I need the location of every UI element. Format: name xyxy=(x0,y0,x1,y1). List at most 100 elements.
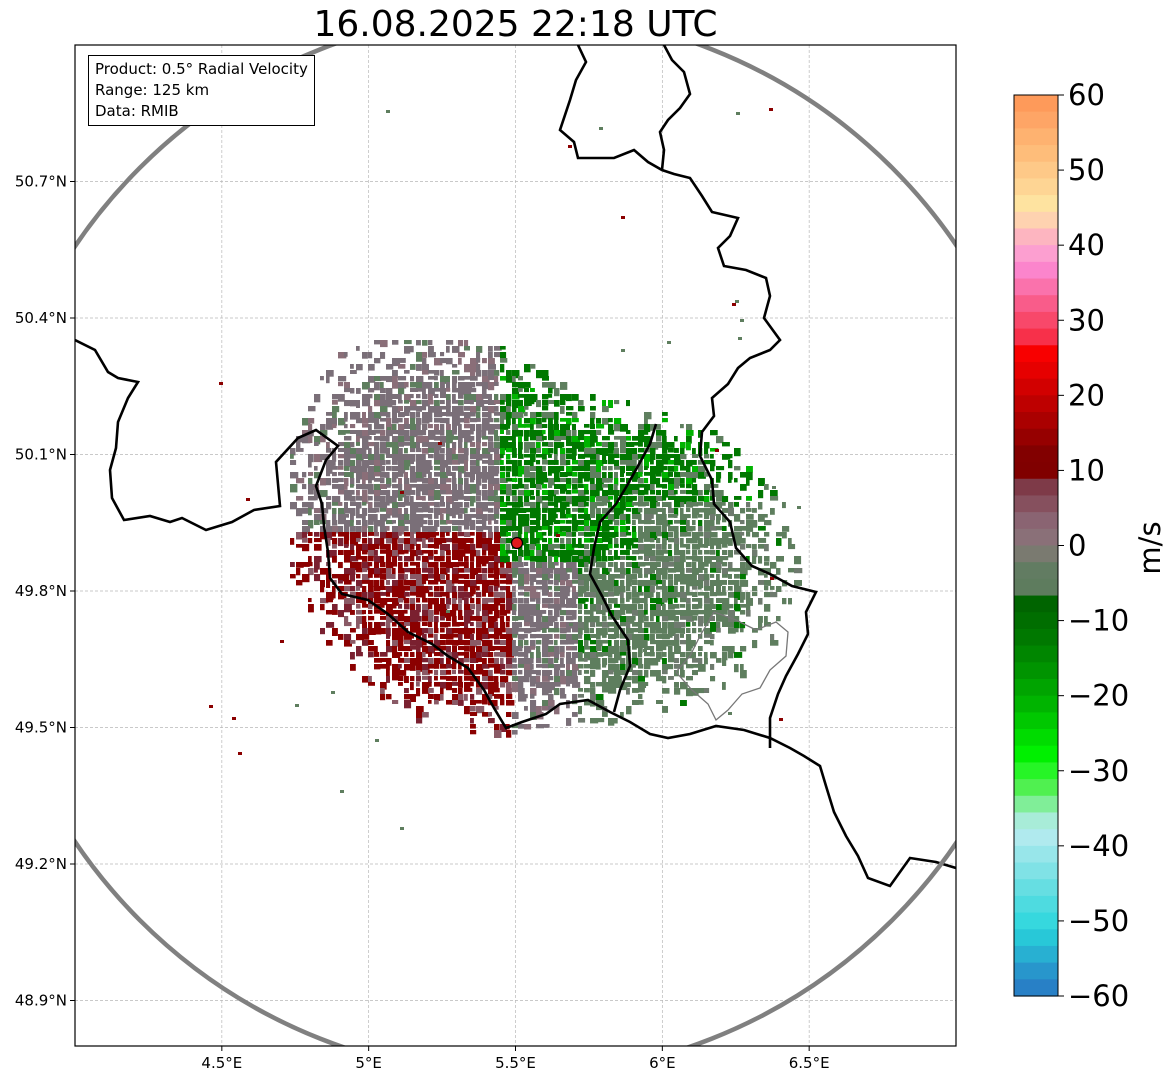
echo-pixel xyxy=(602,646,610,654)
echo-pixel xyxy=(524,400,532,406)
echo-pixel xyxy=(380,544,388,550)
echo-pixel xyxy=(704,484,711,493)
echo-pixel xyxy=(434,436,443,441)
echo-pixel xyxy=(656,430,664,436)
echo-pixel xyxy=(530,658,534,664)
echo-pixel xyxy=(632,616,636,621)
echo-pixel xyxy=(440,586,444,592)
echo-pixel xyxy=(638,442,643,447)
echo-pixel xyxy=(620,658,626,665)
echo-pixel xyxy=(314,574,321,582)
echo-pixel xyxy=(560,622,568,628)
echo-pixel xyxy=(542,430,546,435)
echo-pixel xyxy=(662,640,668,647)
echo-pixel xyxy=(440,394,446,398)
colorbar-segment xyxy=(1014,795,1058,814)
echo-pixel xyxy=(524,616,532,625)
echo-pixel xyxy=(596,424,605,429)
echo-pixel xyxy=(440,538,447,544)
echo-pixel xyxy=(374,520,383,527)
echo-pixel xyxy=(698,568,703,573)
echo-pixel xyxy=(512,520,517,528)
echo-pixel xyxy=(506,640,513,646)
echo-pixel xyxy=(344,520,352,527)
echo-pixel xyxy=(380,412,389,417)
echo-pixel xyxy=(680,664,684,672)
echo-pixel xyxy=(362,514,366,520)
echo-pixel xyxy=(470,448,479,456)
echo-pixel xyxy=(740,580,749,587)
echo-pixel xyxy=(560,574,569,582)
echo-pixel xyxy=(524,556,533,561)
echo-pixel xyxy=(764,544,769,552)
echo-pixel xyxy=(434,484,441,490)
echo-pixel xyxy=(632,544,639,549)
echo-pixel xyxy=(428,490,436,498)
echo-pixel xyxy=(320,598,329,604)
echo-pixel xyxy=(572,502,581,507)
echo-pixel xyxy=(404,586,411,591)
echo-pixel xyxy=(332,592,336,599)
echo-pixel xyxy=(464,400,471,404)
echo-pixel xyxy=(554,436,562,442)
colorbar-segment xyxy=(1014,929,1058,947)
echo-pixel xyxy=(434,592,443,598)
echo-pixel xyxy=(482,586,490,593)
echo-pixel xyxy=(434,694,441,701)
echo-pixel xyxy=(638,484,647,488)
echo-pixel xyxy=(638,574,643,578)
echo-pixel xyxy=(374,490,381,498)
echo-pixel xyxy=(710,628,718,632)
echo-pixel xyxy=(644,580,651,588)
echo-pixel xyxy=(344,442,351,449)
echo-pixel xyxy=(554,460,559,465)
echo-pixel xyxy=(566,508,571,516)
echo-pixel xyxy=(458,424,462,431)
echo-pixel xyxy=(506,562,512,570)
echo-pixel xyxy=(656,502,660,507)
echo-pixel xyxy=(536,496,543,504)
echo-pixel xyxy=(470,568,479,575)
echo-pixel xyxy=(380,550,388,554)
echo-pixel xyxy=(704,586,712,591)
echo-pixel xyxy=(482,412,490,418)
echo-pixel xyxy=(692,610,699,616)
echo-pixel xyxy=(302,574,310,583)
echo-pixel xyxy=(626,400,630,407)
echo-pixel xyxy=(710,526,717,531)
echo-pixel xyxy=(404,514,410,521)
echo-pixel xyxy=(686,622,691,627)
echo-pixel xyxy=(410,664,416,671)
echo-pixel xyxy=(416,412,421,418)
echo-pixel xyxy=(470,712,478,716)
echo-pixel xyxy=(518,646,523,652)
echo-pixel xyxy=(506,448,514,453)
echo-pixel xyxy=(740,526,747,531)
echo-pixel xyxy=(614,676,622,683)
echo-pixel xyxy=(602,562,606,570)
echo-pixel xyxy=(428,442,437,449)
echo-pixel xyxy=(476,634,483,642)
echo-pixel xyxy=(608,466,613,471)
echo-pixel xyxy=(446,376,450,384)
echo-pixel xyxy=(356,496,363,501)
echo-pixel xyxy=(500,628,506,633)
echo-pixel xyxy=(752,550,758,558)
echo-pixel xyxy=(710,508,716,517)
echo-pixel xyxy=(584,460,590,468)
echo-pixel xyxy=(554,400,560,407)
echo-pixel xyxy=(422,664,430,671)
echo-pixel xyxy=(512,664,518,669)
echo-pixel xyxy=(332,460,336,466)
echo-pixel xyxy=(350,400,358,407)
echo-pixel xyxy=(434,520,440,527)
echo-pixel xyxy=(692,532,700,541)
echo-pixel xyxy=(524,658,532,667)
echo-pixel xyxy=(554,664,561,671)
echo-pixel xyxy=(446,538,454,543)
echo-pixel xyxy=(716,580,723,586)
echo-pixel xyxy=(482,454,488,459)
echo-pixel xyxy=(524,460,532,466)
echo-pixel xyxy=(488,460,495,466)
echo-pixel xyxy=(500,550,509,558)
